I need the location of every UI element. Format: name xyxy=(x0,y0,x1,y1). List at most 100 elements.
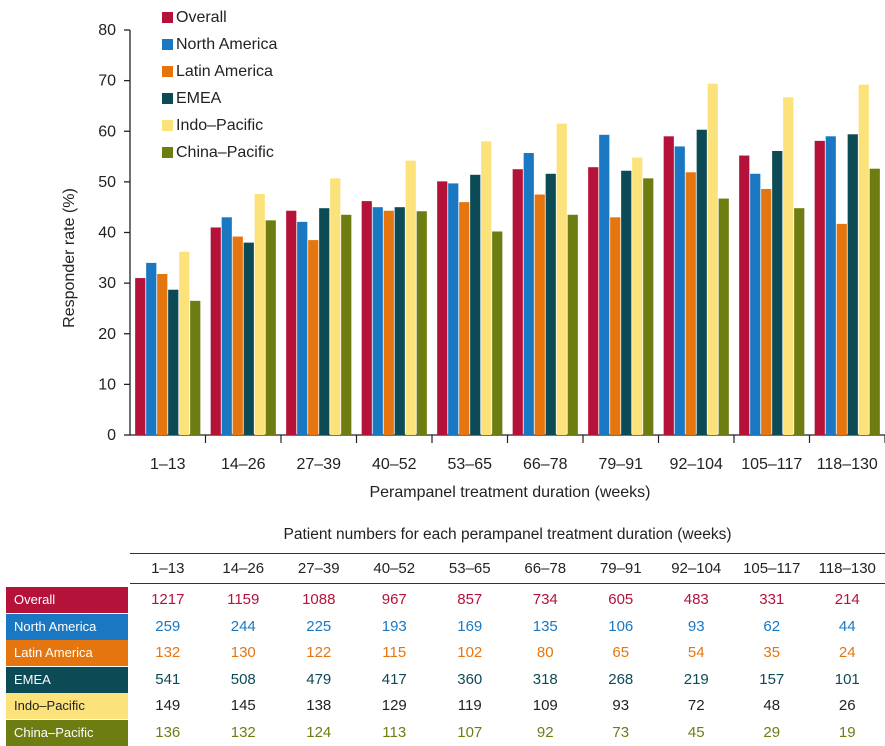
bar xyxy=(664,136,674,435)
bar xyxy=(870,169,880,435)
bar xyxy=(168,290,178,435)
legend-label: North America xyxy=(176,36,277,53)
bar xyxy=(794,208,804,435)
bar xyxy=(341,215,351,435)
bar xyxy=(481,141,491,435)
table-cell: 214 xyxy=(810,587,885,613)
table-cell: 93 xyxy=(659,614,735,640)
bar xyxy=(772,151,782,435)
table-cell: 1088 xyxy=(281,587,357,613)
y-tick-label: 30 xyxy=(98,275,116,292)
table-cell: 1159 xyxy=(206,587,282,613)
bar xyxy=(222,217,232,435)
table-cell: 129 xyxy=(357,693,433,719)
table-top-rule xyxy=(130,553,885,554)
column-header: 14–26 xyxy=(206,560,282,577)
bar xyxy=(233,237,243,435)
bar xyxy=(535,195,545,435)
bar xyxy=(621,171,631,435)
table-cell: 93 xyxy=(583,693,659,719)
bar xyxy=(470,175,480,435)
table-cell: 193 xyxy=(357,614,433,640)
table-cell: 101 xyxy=(810,667,885,693)
y-tick-label: 80 xyxy=(98,22,116,39)
table-cell: 1217 xyxy=(130,587,206,613)
column-header: 1–13 xyxy=(130,560,206,577)
legend-swatch xyxy=(162,12,173,23)
table-cell: 119 xyxy=(432,693,508,719)
y-axis-title: Responder rate (%) xyxy=(61,188,78,328)
bar xyxy=(719,199,729,435)
bar xyxy=(211,227,221,435)
bars-group xyxy=(135,84,880,435)
x-tick-label: 92–104 xyxy=(670,456,723,473)
bar xyxy=(373,207,383,435)
legend-label: Overall xyxy=(176,9,227,26)
row-label: Latin America xyxy=(6,640,128,666)
bar xyxy=(266,220,276,435)
column-header: 27–39 xyxy=(281,560,357,577)
x-tick-label: 1–13 xyxy=(150,456,186,473)
bar xyxy=(190,301,200,435)
bar xyxy=(546,174,556,435)
bar xyxy=(135,278,145,435)
table-cell: 26 xyxy=(810,693,885,719)
column-header: 40–52 xyxy=(357,560,433,577)
table-cell: 225 xyxy=(281,614,357,640)
table-cell: 479 xyxy=(281,667,357,693)
bar xyxy=(330,178,340,435)
table-cell: 115 xyxy=(357,640,433,666)
bar xyxy=(783,97,793,435)
row-label: North America xyxy=(6,614,128,640)
bar xyxy=(848,134,858,435)
table-cell: 541 xyxy=(130,667,206,693)
table-cell: 483 xyxy=(659,587,735,613)
table-cell: 109 xyxy=(508,693,584,719)
bar xyxy=(255,194,265,435)
legend-swatch xyxy=(162,120,173,131)
x-tick-label: 27–39 xyxy=(297,456,342,473)
bar xyxy=(513,169,523,435)
bar xyxy=(643,178,653,435)
bar xyxy=(524,153,534,435)
bar xyxy=(395,207,405,435)
table-title: Patient numbers for each perampanel trea… xyxy=(130,526,885,544)
bar xyxy=(492,231,502,435)
bar xyxy=(319,208,329,435)
table-cell: 130 xyxy=(206,640,282,666)
bar xyxy=(815,141,825,435)
y-tick-label: 20 xyxy=(98,326,116,343)
table-cell: 24 xyxy=(810,640,885,666)
table-cell: 508 xyxy=(206,667,282,693)
table-cell: 54 xyxy=(659,640,735,666)
bar xyxy=(739,156,749,435)
bar xyxy=(157,274,167,435)
row-label: EMEA xyxy=(6,667,128,693)
x-tick-label: 118–130 xyxy=(817,456,878,473)
y-tick-label: 10 xyxy=(98,376,116,393)
row-label: Overall xyxy=(6,587,128,613)
x-tick-label: 14–26 xyxy=(221,456,266,473)
table-cell: 259 xyxy=(130,614,206,640)
table-cell: 157 xyxy=(734,667,810,693)
table-cell: 35 xyxy=(734,640,810,666)
table-cell: 80 xyxy=(508,640,584,666)
table-cell: 145 xyxy=(206,693,282,719)
bar xyxy=(448,183,458,435)
table-cell: 44 xyxy=(810,614,885,640)
bar xyxy=(632,158,642,435)
bar xyxy=(588,167,598,435)
table-cell: 360 xyxy=(432,667,508,693)
x-tick-label: 66–78 xyxy=(523,456,568,473)
x-tick-label: 40–52 xyxy=(372,456,417,473)
legend-swatch xyxy=(162,93,173,104)
x-tick-label: 79–91 xyxy=(599,456,644,473)
table-cell: 268 xyxy=(583,667,659,693)
bar xyxy=(244,243,254,435)
y-tick-label: 40 xyxy=(98,225,116,242)
